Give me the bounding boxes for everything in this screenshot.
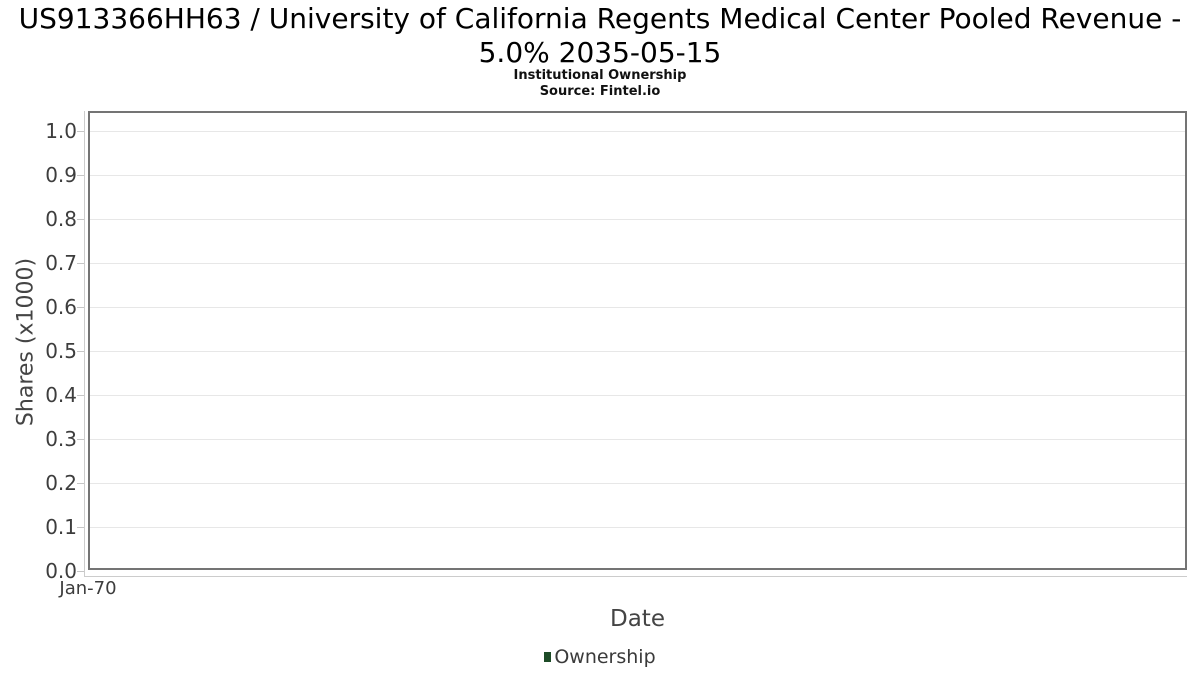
y-tick-mark: [77, 131, 84, 132]
y-tick-label: 0.5: [45, 339, 77, 363]
chart-title: US913366HH63 / University of California …: [18, 2, 1182, 69]
y-tick-label: 1.0: [45, 119, 77, 143]
y-tick-label: 0.1: [45, 515, 77, 539]
y-tick-mark: [77, 219, 84, 220]
chart-source-attribution: Source: Fintel.io: [539, 84, 661, 99]
y-tick-label: 0.2: [45, 471, 77, 495]
ownership-series-marker-icon[interactable]: [544, 652, 552, 662]
y-tick-mark: [77, 175, 84, 176]
y-tick-mark: [77, 439, 84, 440]
y-tick-mark: [77, 307, 84, 308]
gridline-y-0.5: [90, 351, 1185, 352]
y-tick-label: 0.8: [45, 207, 77, 231]
gridline-y-1.0: [90, 131, 1185, 132]
y-tick-mark: [77, 483, 84, 484]
gridline-y-0.9: [90, 175, 1185, 176]
legend-label-ownership[interactable]: Ownership: [554, 646, 656, 668]
gridline-y-0.3: [90, 439, 1185, 440]
gridline-y-0.8: [90, 219, 1185, 220]
y-tick-label: 0.0: [45, 559, 77, 583]
y-tick-label: 0.3: [45, 427, 77, 451]
chart-subtitle: Institutional Ownership: [513, 68, 687, 83]
x-axis-line: [84, 576, 1187, 577]
y-tick-mark: [77, 351, 84, 352]
y-tick-label: 0.4: [45, 383, 77, 407]
gridline-y-0.7: [90, 263, 1185, 264]
y-tick-label: 0.9: [45, 163, 77, 187]
gridline-y-0.6: [90, 307, 1185, 308]
y-tick-label: 0.6: [45, 295, 77, 319]
y-tick-mark: [77, 527, 84, 528]
x-axis-title: Date: [610, 606, 665, 632]
y-axis-line: [84, 111, 85, 577]
gridline-y-0.1: [90, 527, 1185, 528]
x-tick-label-jan-70: Jan-70: [59, 578, 117, 599]
gridline-y-0.2: [90, 483, 1185, 484]
y-tick-label: 0.7: [45, 251, 77, 275]
y-tick-mark: [77, 263, 84, 264]
y-tick-mark: [77, 395, 84, 396]
gridline-y-0.4: [90, 395, 1185, 396]
legend: Ownership: [0, 645, 1200, 669]
y-tick-mark: [77, 571, 84, 572]
plot-area: [88, 111, 1187, 570]
